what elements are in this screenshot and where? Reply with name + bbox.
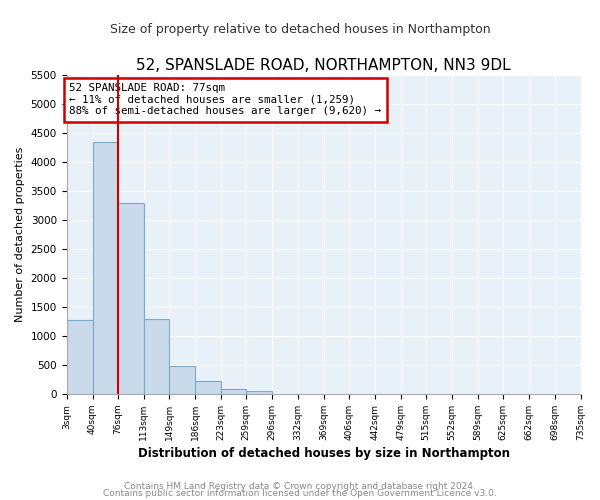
- Bar: [67, 320, 92, 394]
- Bar: [118, 202, 144, 394]
- Text: Contains public sector information licensed under the Open Government Licence v3: Contains public sector information licen…: [103, 489, 497, 498]
- Bar: [195, 381, 221, 394]
- Bar: [246, 391, 272, 394]
- Text: 52 SPANSLADE ROAD: 77sqm
← 11% of detached houses are smaller (1,259)
88% of sem: 52 SPANSLADE ROAD: 77sqm ← 11% of detach…: [69, 83, 381, 116]
- Bar: [221, 389, 246, 394]
- Bar: [144, 319, 169, 394]
- Text: Size of property relative to detached houses in Northampton: Size of property relative to detached ho…: [110, 22, 490, 36]
- Text: Contains HM Land Registry data © Crown copyright and database right 2024.: Contains HM Land Registry data © Crown c…: [124, 482, 476, 491]
- Y-axis label: Number of detached properties: Number of detached properties: [15, 147, 25, 322]
- X-axis label: Distribution of detached houses by size in Northampton: Distribution of detached houses by size …: [137, 447, 509, 460]
- Bar: [92, 142, 118, 394]
- Bar: [169, 366, 195, 394]
- Title: 52, SPANSLADE ROAD, NORTHAMPTON, NN3 9DL: 52, SPANSLADE ROAD, NORTHAMPTON, NN3 9DL: [136, 58, 511, 72]
